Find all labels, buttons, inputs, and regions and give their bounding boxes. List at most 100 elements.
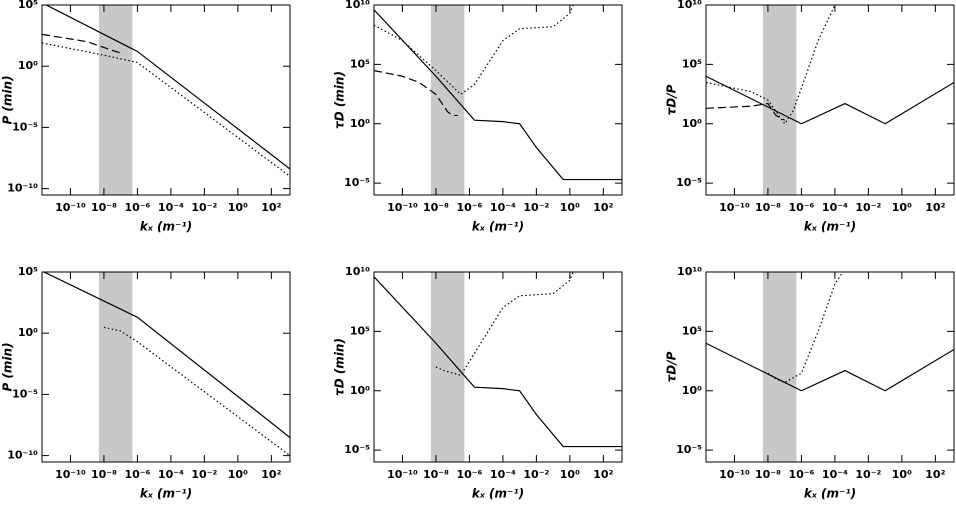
x-tick-label: 10⁻¹⁰ — [387, 468, 418, 481]
x-tick-label: 10⁻⁸ — [91, 468, 117, 481]
x-tick-label: 10⁻² — [523, 201, 549, 214]
y-tick-label: 10⁰ — [682, 117, 702, 130]
x-tick-label: 10² — [261, 468, 281, 481]
y-axis-label: τD (min) — [333, 71, 347, 129]
x-tick-label: 10² — [925, 201, 945, 214]
x-tick-label: 10⁻⁶ — [124, 201, 150, 214]
plot-frame — [41, 271, 291, 463]
y-axis-label: τD/P — [665, 351, 679, 382]
y-tick-label: 10⁵ — [18, 0, 38, 11]
series-line — [374, 69, 458, 117]
y-tick-label: 10¹⁰ — [345, 0, 370, 11]
y-tick-label: 10⁻¹⁰ — [7, 449, 38, 462]
y-tick-label: 10⁰ — [682, 384, 702, 397]
x-tick-label: 10⁻¹⁰ — [55, 468, 86, 481]
series-line — [42, 42, 290, 177]
x-axis-label: kₓ (m⁻¹) — [804, 220, 856, 234]
x-tick-label: 10⁰ — [892, 201, 912, 214]
x-axis-label: kₓ (m⁻¹) — [804, 487, 856, 501]
x-axis-label: kₓ (m⁻¹) — [472, 220, 524, 234]
y-tick-label: 10⁰ — [350, 384, 370, 397]
y-tick-label: 10⁻⁵ — [344, 443, 370, 456]
y-tick-label: 10¹⁰ — [677, 0, 702, 11]
x-tick-label: 10² — [925, 468, 945, 481]
x-tick-label: 10⁻¹⁰ — [387, 201, 418, 214]
plot-frame — [705, 4, 955, 196]
y-tick-label: 10⁵ — [350, 324, 370, 337]
y-tick-label: 10⁰ — [18, 59, 38, 72]
y-tick-label: 10⁻⁵ — [12, 120, 38, 133]
panel: 10⁻¹⁰ 10⁻⁸ 10⁻⁶ 10⁻⁴ 10⁻² 10⁰ 10² 10¹⁰ 10⁵ 10⁰ 10⁻… — [665, 0, 955, 234]
panel: 10⁻¹⁰ 10⁻⁸ 10⁻⁶ 10⁻⁴ 10⁻² 10⁰ 10² 10¹⁰ 10⁵ 10⁰ 10⁻… — [665, 265, 955, 501]
y-axis-label: P (min) — [1, 342, 15, 391]
y-tick-label: 10⁻⁵ — [344, 176, 370, 189]
series-line — [103, 326, 290, 457]
x-tick-label: 10⁰ — [892, 468, 912, 481]
shaded-band — [762, 272, 797, 462]
x-tick-label: 10⁻² — [855, 468, 881, 481]
shaded-band — [430, 5, 465, 195]
series-line — [374, 9, 622, 181]
x-tick-label: 10⁻⁶ — [456, 468, 482, 481]
series-line — [706, 102, 785, 121]
x-tick-label: 10⁻⁸ — [755, 201, 781, 214]
x-tick-label: 10⁻⁴ — [490, 468, 516, 481]
shaded-band — [98, 5, 133, 195]
x-tick-label: 10⁻⁶ — [788, 201, 814, 214]
shaded-band — [430, 272, 465, 462]
x-tick-label: 10⁻¹⁰ — [719, 468, 750, 481]
series-line — [44, 5, 290, 170]
y-tick-label: 10⁰ — [350, 117, 370, 130]
y-tick-label: 10⁻⁵ — [12, 387, 38, 400]
x-tick-label: 10⁰ — [560, 201, 580, 214]
y-tick-label: 10⁻¹⁰ — [7, 182, 38, 195]
panel: 10⁻¹⁰ 10⁻⁸ 10⁻⁶ 10⁻⁴ 10⁻² 10⁰ 10² 10⁵ 10⁰ 10⁻⁵ 10⁻… — [1, 0, 291, 234]
x-tick-label: 10⁻⁴ — [490, 201, 516, 214]
y-tick-label: 10¹⁰ — [345, 265, 370, 278]
x-tick-label: 10⁻⁴ — [822, 201, 848, 214]
x-tick-label: 10⁰ — [560, 468, 580, 481]
plot-frame — [705, 271, 955, 463]
y-tick-label: 10⁻⁵ — [676, 443, 702, 456]
plot-frame — [41, 4, 291, 196]
x-tick-label: 10⁻⁴ — [158, 201, 184, 214]
y-tick-label: 10⁵ — [350, 57, 370, 70]
panel: 10⁻¹⁰ 10⁻⁸ 10⁻⁶ 10⁻⁴ 10⁻² 10⁰ 10² 10¹⁰ 10⁵ 10⁰ 10⁻… — [333, 265, 623, 501]
series-line — [706, 75, 954, 125]
x-tick-label: 10⁻⁸ — [755, 468, 781, 481]
x-tick-label: 10⁻⁶ — [456, 201, 482, 214]
x-tick-label: 10⁻² — [855, 201, 881, 214]
x-tick-label: 10⁰ — [228, 201, 248, 214]
panel: 10⁻¹⁰ 10⁻⁸ 10⁻⁶ 10⁻⁴ 10⁻² 10⁰ 10² 10⁵ 10⁰ 10⁻⁵ 10⁻… — [1, 265, 291, 501]
series-line — [42, 272, 290, 438]
series-line — [374, 5, 574, 96]
y-tick-label: 10⁵ — [682, 324, 702, 337]
x-axis-label: kₓ (m⁻¹) — [140, 487, 192, 501]
x-tick-label: 10⁻⁸ — [91, 201, 117, 214]
series-line — [706, 5, 836, 125]
x-tick-label: 10⁻² — [191, 201, 217, 214]
x-tick-label: 10² — [261, 201, 281, 214]
x-tick-label: 10⁻² — [191, 468, 217, 481]
panel: 10⁻¹⁰ 10⁻⁸ 10⁻⁶ 10⁻⁴ 10⁻² 10⁰ 10² 10¹⁰ 10⁵ 10⁰ 10⁻… — [333, 0, 623, 234]
x-axis-label: kₓ (m⁻¹) — [140, 220, 192, 234]
x-tick-label: 10² — [593, 201, 613, 214]
x-tick-label: 10⁻¹⁰ — [55, 201, 86, 214]
x-tick-label: 10⁰ — [228, 468, 248, 481]
x-tick-label: 10⁻⁶ — [124, 468, 150, 481]
y-axis-label: τD/P — [665, 84, 679, 115]
x-tick-label: 10⁻² — [523, 468, 549, 481]
x-tick-label: 10⁻⁸ — [423, 468, 449, 481]
y-tick-label: 10⁵ — [682, 57, 702, 70]
y-tick-label: 10⁻⁵ — [676, 176, 702, 189]
y-tick-label: 10⁰ — [18, 326, 38, 339]
shaded-band — [98, 272, 133, 462]
x-tick-label: 10⁻⁴ — [822, 468, 848, 481]
plot-frame — [373, 271, 623, 463]
x-tick-label: 10⁻⁶ — [788, 468, 814, 481]
y-tick-label: 10¹⁰ — [677, 265, 702, 278]
x-tick-label: 10⁻⁴ — [158, 468, 184, 481]
y-axis-label: P (min) — [1, 75, 15, 124]
x-axis-label: kₓ (m⁻¹) — [472, 487, 524, 501]
